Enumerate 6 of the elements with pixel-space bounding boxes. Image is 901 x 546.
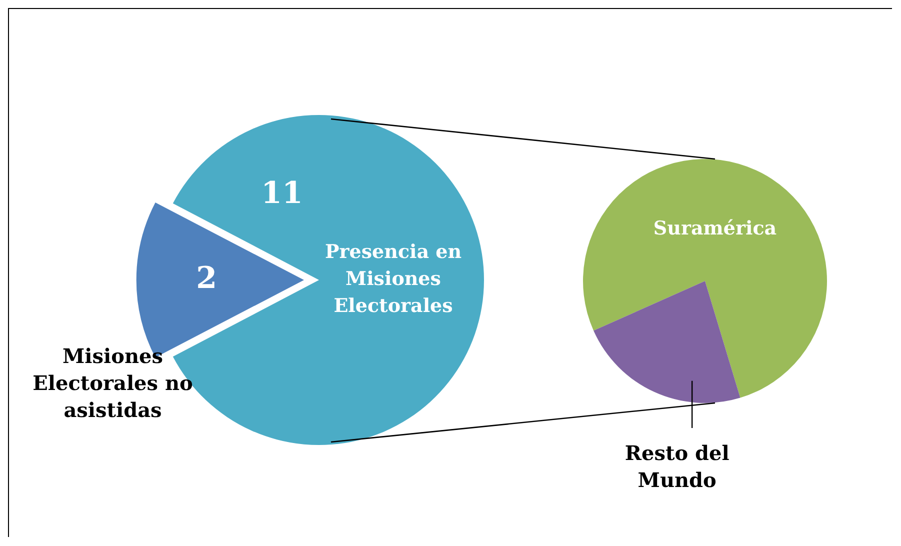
data-label: 11 (261, 176, 303, 211)
slice-label: Misiones Electorales no asistidas (32, 344, 193, 422)
slice-label: Suramérica (653, 218, 777, 240)
slice-label: Resto del Mundo (624, 441, 730, 492)
slice-label: Presencia en Misiones Electorales (324, 240, 462, 317)
data-label: 2 (196, 260, 217, 296)
